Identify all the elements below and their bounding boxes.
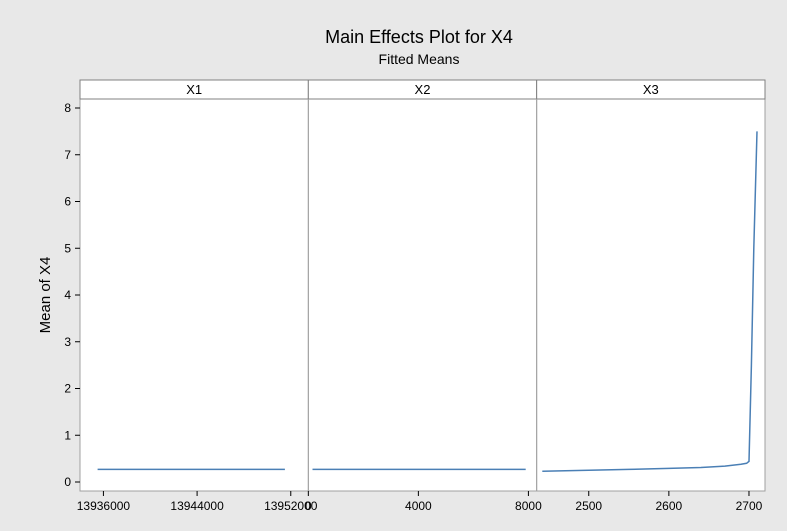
- chart-subtitle: Fitted Means: [379, 51, 460, 67]
- y-tick-label: 1: [64, 428, 71, 442]
- panel-header: [536, 79, 766, 100]
- y-tick-label: 6: [64, 195, 71, 209]
- y-tick-label: 0: [64, 475, 71, 489]
- panel-title: X2: [415, 82, 431, 97]
- y-tick-label: 3: [64, 335, 71, 349]
- x-tick-label: 13936000: [77, 499, 131, 513]
- y-tick-label: 5: [64, 241, 71, 255]
- plot-area: [79, 98, 766, 492]
- x-tick-label: 4000: [405, 499, 432, 513]
- x-tick-label: 2500: [575, 499, 602, 513]
- y-tick-label: 7: [64, 148, 71, 162]
- panel-title: X1: [186, 82, 202, 97]
- y-tick-label: 4: [64, 288, 71, 302]
- chart-title: Main Effects Plot for X4: [325, 27, 513, 47]
- x-tick-label: 13952000: [264, 499, 318, 513]
- x-tick-label: 2700: [736, 499, 763, 513]
- y-tick-label: 2: [64, 382, 71, 396]
- panel-title: X3: [643, 82, 659, 97]
- y-axis-label: Mean of X4: [37, 257, 54, 334]
- y-tick-label: 8: [64, 101, 71, 115]
- x-tick-label: 2600: [656, 499, 683, 513]
- series-line: [542, 131, 758, 472]
- x-tick-label: 8000: [515, 499, 542, 513]
- x-tick-label: 0: [305, 499, 312, 513]
- x-tick-label: 13944000: [170, 499, 224, 513]
